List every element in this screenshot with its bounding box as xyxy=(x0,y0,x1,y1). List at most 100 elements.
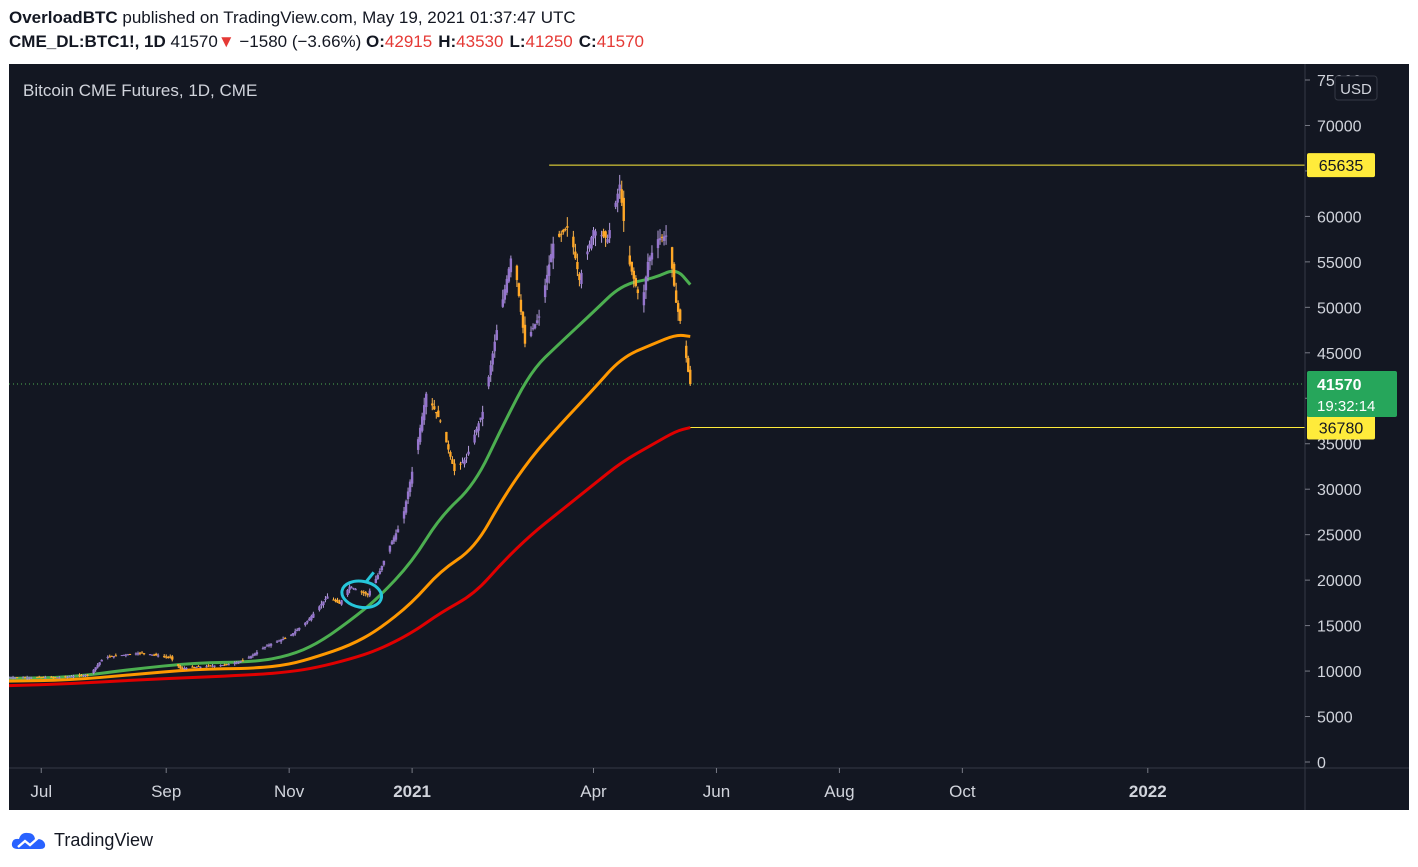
candle-body xyxy=(223,664,226,666)
symbol-label[interactable]: CME_DL:BTC1!, 1D xyxy=(9,32,166,51)
candle-body xyxy=(267,644,271,647)
candle-body xyxy=(25,677,29,679)
candle-body xyxy=(225,664,228,666)
author-name[interactable]: OverloadBTC xyxy=(9,8,118,27)
candle-body xyxy=(447,444,450,450)
candle-body xyxy=(38,676,41,678)
candle-body xyxy=(664,235,668,237)
candle-body xyxy=(435,411,438,414)
level-price-tag-label: 36780 xyxy=(1319,421,1364,438)
candle-body xyxy=(578,274,581,281)
candle-body xyxy=(306,621,309,623)
candle-body xyxy=(479,417,482,421)
candle-body xyxy=(334,599,337,602)
candle-body xyxy=(128,654,132,656)
candle-body xyxy=(235,662,238,664)
close-value: 41570 xyxy=(596,32,644,51)
candle-body xyxy=(352,588,355,590)
candle-body xyxy=(249,656,253,659)
candle-body xyxy=(590,237,593,249)
candle-body xyxy=(531,328,535,330)
candle-body xyxy=(241,660,245,662)
candle-body xyxy=(162,656,166,658)
annotation-circle-tail xyxy=(364,571,375,584)
candle-body xyxy=(354,589,357,591)
candle-body xyxy=(672,263,676,286)
brand-label[interactable]: TradingView xyxy=(54,829,154,850)
candle-body xyxy=(418,427,422,443)
candle-body xyxy=(670,247,674,269)
candle-body xyxy=(551,243,555,259)
candle-body xyxy=(461,461,464,464)
candle-body xyxy=(562,229,565,233)
price-change: −1580 (−3.66%) xyxy=(239,32,362,51)
x-tick-label: Oct xyxy=(949,782,976,801)
candle-body xyxy=(592,230,595,239)
candle-body xyxy=(54,677,57,679)
candle-body xyxy=(82,675,85,677)
close-label: C: xyxy=(578,32,597,51)
candle-body xyxy=(519,299,523,312)
candle-body xyxy=(96,664,99,668)
candle-body xyxy=(388,545,392,552)
candle-body xyxy=(608,230,611,239)
candle-body xyxy=(199,666,202,668)
candle-body xyxy=(177,664,180,667)
candle-body xyxy=(156,655,160,657)
candle-body xyxy=(44,677,47,679)
candle-body xyxy=(487,376,490,387)
candle-body xyxy=(261,648,265,650)
candle-body xyxy=(364,592,367,594)
candle-body xyxy=(394,533,398,540)
candle-body xyxy=(247,657,251,659)
candle-body xyxy=(420,416,424,431)
high-label: H: xyxy=(438,32,457,51)
candle-body xyxy=(558,233,561,237)
candle-body xyxy=(209,665,212,667)
candle-body xyxy=(237,661,240,663)
candle-body xyxy=(283,638,287,640)
x-tick-label: Apr xyxy=(580,782,607,801)
currency-button[interactable]: USD xyxy=(1334,75,1378,101)
candle-body xyxy=(84,675,87,677)
candle-body xyxy=(642,292,646,306)
candle-body xyxy=(588,244,591,249)
candle-body xyxy=(433,406,436,410)
candle-body xyxy=(614,202,617,207)
candle-body xyxy=(644,277,648,291)
open-value: 42915 xyxy=(384,32,433,51)
candle-body xyxy=(632,270,636,279)
candle-body xyxy=(656,239,660,249)
candle-body xyxy=(207,665,210,667)
candle-body xyxy=(120,655,124,657)
candle-body xyxy=(269,643,273,646)
candle-body xyxy=(465,457,468,459)
candle-body xyxy=(221,665,224,667)
candle-body xyxy=(685,345,688,358)
y-tick-label: 5000 xyxy=(1317,710,1353,727)
candle-body xyxy=(40,677,43,679)
candle-body xyxy=(406,491,410,500)
candle-body xyxy=(108,656,111,658)
candle-body xyxy=(23,677,27,679)
published-text: published on TradingView.com, May 19, 20… xyxy=(117,8,576,27)
chart-container[interactable]: 0500010000150002000025000300003500040000… xyxy=(7,64,1409,810)
candle-body xyxy=(437,410,440,418)
candle-body xyxy=(368,590,371,596)
candle-body xyxy=(459,463,462,465)
candle-body xyxy=(660,236,664,238)
candle-body xyxy=(136,653,140,655)
high-value: 43530 xyxy=(456,32,504,51)
candle-body xyxy=(98,662,101,665)
candle-body xyxy=(376,574,380,579)
candle-body xyxy=(564,228,567,231)
candle-body xyxy=(279,639,283,642)
candle-body xyxy=(298,627,301,630)
candle-body xyxy=(477,423,480,431)
y-tick-label: 50000 xyxy=(1317,300,1362,317)
candle-body xyxy=(42,676,45,678)
candle-body xyxy=(100,659,103,662)
price-chart[interactable]: 0500010000150002000025000300003500040000… xyxy=(7,64,1409,810)
candle-body xyxy=(495,330,498,341)
candle-body xyxy=(646,261,650,277)
